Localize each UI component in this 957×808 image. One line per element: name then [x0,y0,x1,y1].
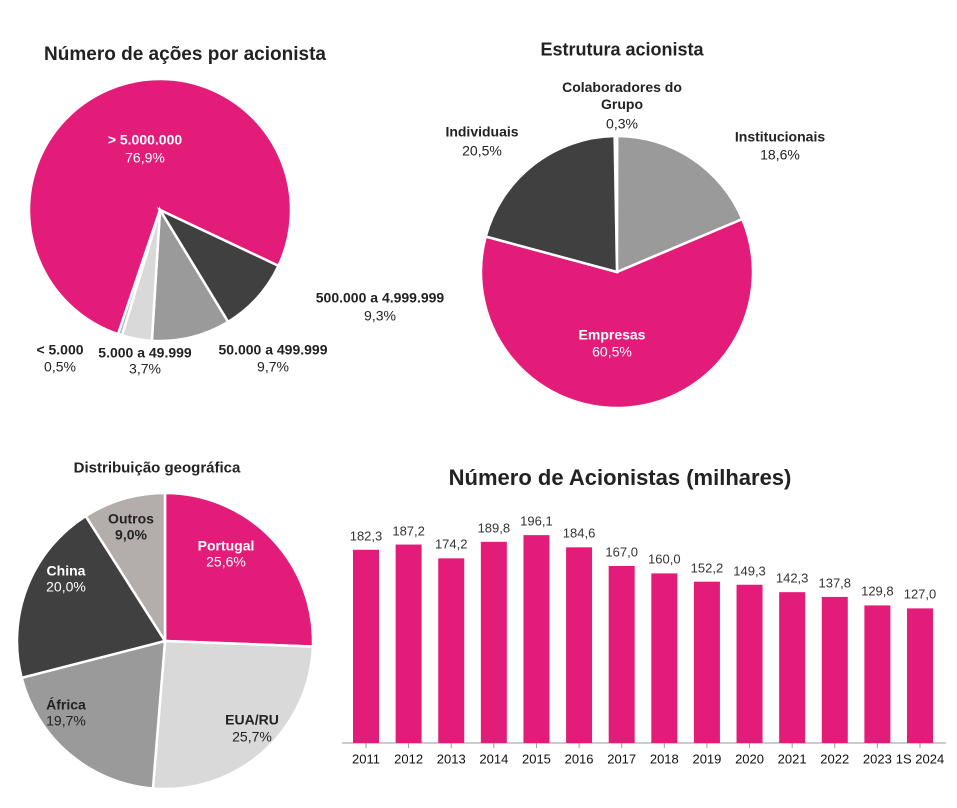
bar [821,596,848,743]
chart-title: Número de Acionistas (milhares) [448,465,792,490]
x-tick-label: 2017 [607,751,637,767]
slice-value: 25,7% [232,728,272,745]
slice-value: 9,0% [115,526,147,543]
slice-label: Institucionais [734,128,826,145]
bar-value: 196,1 [520,513,553,529]
slice-label: EUA/RU [225,711,279,728]
slice-value: 20,0% [46,578,86,595]
x-tick-label: 2019 [692,751,722,767]
x-tick-label: 2018 [649,751,679,767]
bar [395,544,422,743]
slice-label: China [46,562,86,579]
bar-value: 174,2 [434,536,468,552]
pie-slice [156,207,281,324]
bar [864,605,891,743]
slice-value: 9,3% [364,307,396,324]
x-tick-label: 2015 [521,751,551,767]
x-tick-label: 2011 [352,751,380,767]
bar-value: 160,0 [648,551,681,567]
bar-value: 189,8 [477,520,511,536]
slice-value: 76,9% [125,149,165,166]
slice-label: < 5.000 [36,341,84,358]
bar [779,592,806,743]
x-tick-label: 2020 [735,751,764,767]
slice-value: 0,5% [44,358,76,375]
x-tick-label: 2014 [479,751,509,767]
slice-value: 19,7% [46,712,86,729]
slice-label: Outros [108,510,154,527]
pie-slice [27,77,293,336]
chart-title: Número de ações por acionista [44,44,326,65]
slice-label: 5.000 a 49.999 [98,344,192,361]
pie-slice [163,491,315,648]
bar-value: 152,2 [690,560,724,576]
slice-label: > 5.000.000 [107,131,183,148]
pie-slice [116,209,162,337]
bar-value: 187,2 [392,523,425,539]
bar [523,535,550,743]
bar-value: 149,3 [733,563,766,579]
bar-value: 129,8 [861,583,894,599]
bar [651,573,678,743]
slice-value: 18,6% [760,146,800,163]
slice-value: 20,5% [462,142,502,159]
slice-value: 60,5% [592,343,632,360]
bar [736,584,763,743]
pie-slice [83,491,167,646]
x-tick-label: 2016 [564,751,594,767]
chart-title: Estrutura acionista [540,39,704,60]
pie-slice [615,134,744,274]
bar [353,549,379,743]
pie-slice [484,134,619,274]
bar-value: 137,8 [818,575,852,591]
pie-slice [151,639,315,791]
bar-value: 167,0 [605,544,638,560]
pie-slice [20,639,167,790]
slice-label: 500.000 a 4.999.999 [315,289,445,306]
bar [566,547,593,743]
slice-value: 3,7% [129,360,161,377]
slice-label: Empresas [578,326,646,343]
chart-title: Distribuição geográfica [73,459,241,477]
x-tick-label: 2021 [777,751,807,767]
slice-value: 0,3% [606,115,638,132]
slice-label: Colaboradores do Grupo [562,79,682,112]
slice-label: 50.000 a 499.999 [218,341,328,358]
x-tick-label: 2022 [820,751,850,767]
x-tick-label: 2023 [862,751,892,767]
x-tick-label: 2012 [394,751,424,767]
slice-value: 25,6% [206,553,246,570]
bar [693,581,720,743]
pie-slice [479,217,755,410]
bar-value: 127,0 [903,586,937,602]
pie-slice [150,205,230,343]
slice-label: Individuais [445,123,519,140]
bar [480,541,507,743]
bar [438,558,465,743]
x-tick-label: 1S 2024 [895,751,945,767]
bar-value: 142,3 [775,570,809,586]
bar-value: 184,6 [562,525,596,541]
pie-slice [15,514,167,680]
bar [608,565,635,743]
x-tick-label: 2013 [436,751,466,767]
bar-value: 182,3 [349,528,383,544]
bar [907,608,933,743]
slice-label: Portugal [197,537,255,554]
slice-value: 9,7% [257,358,289,375]
slice-label: África [46,696,86,713]
